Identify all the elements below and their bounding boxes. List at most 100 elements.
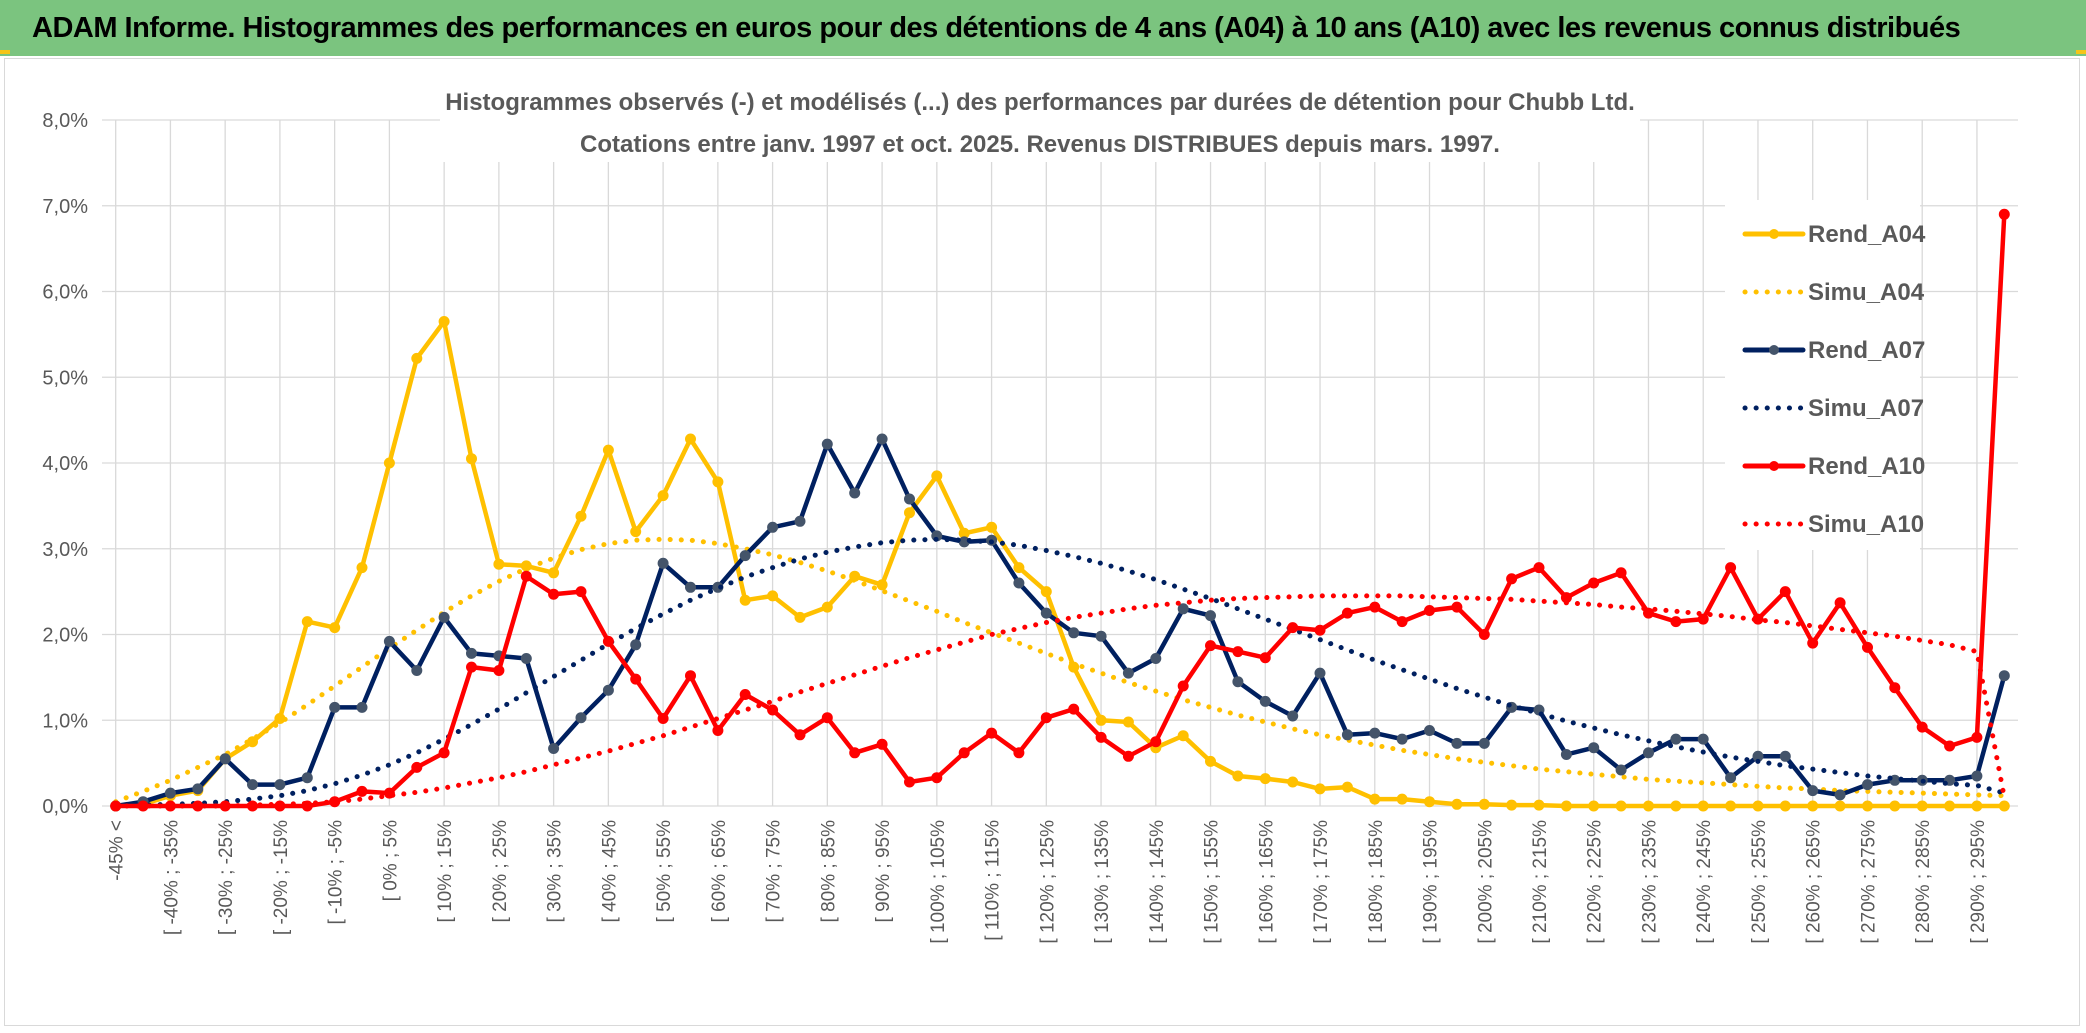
data-point [1341, 781, 1353, 793]
legend-label: Simu_A04 [1808, 279, 1925, 306]
y-tick-label: 0,0% [42, 796, 88, 818]
data-point [1971, 800, 1983, 812]
series-line [113, 536, 2007, 809]
legend-item-Simu_A04: Simu_A04 [1742, 279, 1925, 306]
data-point [329, 622, 341, 634]
x-tick-label: [ 30% ; 35% [545, 820, 566, 923]
data-point [602, 444, 614, 456]
data-point [1588, 800, 1600, 812]
data-point [849, 487, 861, 499]
data-point [1150, 653, 1162, 664]
data-point [685, 433, 696, 445]
data-point [1944, 740, 1956, 752]
data-point [1998, 208, 2010, 220]
x-tick-label: [ 50% ; 55% [654, 820, 675, 923]
legend-item-Rend_A04: Rend_A04 [1742, 221, 1926, 248]
data-point [1177, 730, 1189, 742]
data-point [520, 653, 532, 664]
chart-title: Histogrammes observés (-) et modélisés (… [445, 89, 1635, 116]
data-point [958, 747, 970, 759]
data-point [1205, 610, 1216, 622]
y-tick-label: 6,0% [42, 282, 88, 304]
data-point [575, 510, 587, 522]
data-point [821, 438, 833, 450]
data-point [767, 590, 779, 602]
data-point [1478, 798, 1490, 810]
data-point [1040, 712, 1052, 724]
data-point [493, 665, 505, 676]
data-point [1177, 603, 1189, 615]
data-point [1369, 727, 1381, 739]
data-point [301, 616, 313, 628]
data-point [1725, 562, 1737, 574]
legend-item-Rend_A10: Rend_A10 [1742, 453, 1925, 480]
data-point [876, 738, 888, 750]
data-point [1451, 737, 1463, 749]
data-point [1588, 742, 1600, 754]
data-point [493, 558, 505, 570]
legend-marker [1769, 345, 1779, 355]
x-tick-label: [ 280% ; 285% [1913, 820, 1934, 944]
x-tick-label: [ 40% ; 45% [599, 820, 620, 923]
data-point [767, 704, 779, 716]
data-point [1478, 737, 1490, 749]
title-background [440, 80, 1640, 162]
x-axis: -45% < [ -40% ; -35% [ -30% ; -25% [ -20% ;… [107, 820, 1989, 944]
data-point [383, 457, 395, 469]
data-point [1506, 573, 1518, 585]
x-tick-label: [ 60% ; 65% [709, 820, 730, 923]
data-point [1998, 670, 2010, 682]
data-point [1040, 607, 1052, 619]
x-tick-label: [ -20% ; -15% [271, 820, 292, 935]
x-tick-label: [ -10% ; -5% [326, 820, 347, 925]
x-tick-label: [ 20% ; 25% [490, 820, 511, 923]
data-point [1752, 800, 1764, 812]
data-point [1560, 800, 1572, 812]
data-point [575, 586, 587, 598]
series-Rend_A07 [110, 433, 2010, 812]
data-point [1396, 616, 1408, 628]
data-point [904, 493, 915, 505]
series-Simu_A07 [113, 536, 2007, 809]
data-point [383, 635, 395, 647]
data-point [1916, 721, 1928, 733]
data-point [1013, 562, 1025, 574]
x-tick-label: [ 150% ; 155% [1202, 820, 1223, 944]
data-point [931, 470, 943, 482]
data-point [1615, 764, 1627, 776]
data-point [1095, 731, 1107, 743]
legend-label: Rend_A07 [1808, 337, 1925, 364]
data-point [1122, 750, 1134, 762]
data-point [356, 562, 368, 574]
x-tick-label: [ 110% ; 115% [983, 820, 1004, 941]
data-point [1615, 567, 1627, 579]
data-point [1807, 785, 1819, 797]
data-point [356, 785, 368, 797]
data-point [986, 521, 998, 533]
data-point [411, 761, 423, 773]
data-point [1259, 652, 1271, 664]
data-point [931, 772, 943, 784]
chart-titles: Histogrammes observés (-) et modélisés (… [440, 80, 1640, 162]
data-point [411, 665, 423, 676]
data-point [356, 701, 368, 713]
data-point [1369, 601, 1381, 613]
data-point [219, 753, 231, 765]
x-tick-label: [ 230% ; 235% [1639, 820, 1660, 944]
data-point [1834, 597, 1846, 609]
x-tick-label: [ 160% ; 165% [1256, 820, 1277, 944]
data-point [1834, 800, 1846, 812]
data-point [1314, 624, 1326, 636]
data-point [1889, 682, 1901, 694]
data-point [794, 729, 806, 741]
data-point [548, 567, 560, 579]
data-point [1779, 586, 1791, 598]
data-point [274, 779, 286, 791]
data-point [466, 453, 477, 465]
y-tick-label: 7,0% [42, 196, 88, 218]
data-point [1862, 800, 1873, 812]
legend-label: Simu_A10 [1808, 511, 1924, 538]
data-point [1451, 601, 1463, 613]
data-point [1232, 770, 1244, 782]
data-point [1122, 667, 1134, 679]
